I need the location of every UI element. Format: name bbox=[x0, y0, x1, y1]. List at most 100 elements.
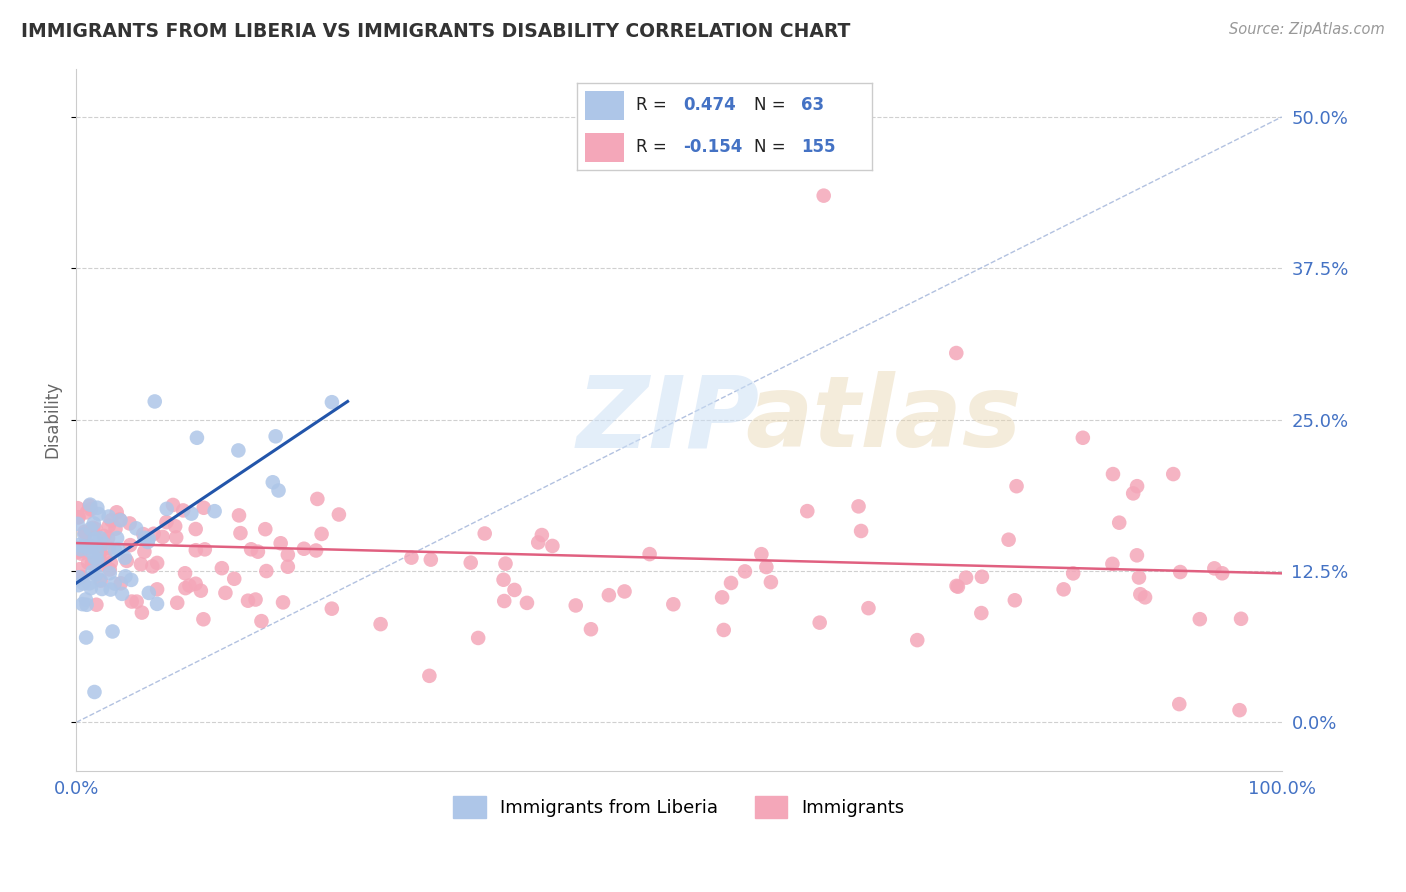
Point bbox=[662, 597, 685, 611]
Point bbox=[250, 614, 273, 628]
Point bbox=[321, 601, 343, 615]
Point bbox=[1129, 587, 1152, 601]
Point bbox=[66, 541, 89, 556]
Point bbox=[1102, 467, 1125, 481]
Point bbox=[115, 554, 138, 568]
Point bbox=[89, 573, 111, 587]
Point bbox=[120, 573, 142, 587]
Point bbox=[813, 188, 835, 202]
Point bbox=[146, 556, 169, 570]
Point bbox=[211, 561, 233, 575]
Point bbox=[100, 513, 122, 527]
Point bbox=[271, 595, 294, 609]
Point bbox=[236, 593, 259, 607]
Point bbox=[245, 592, 267, 607]
Point bbox=[83, 516, 105, 531]
Point bbox=[91, 582, 114, 596]
Point bbox=[193, 612, 215, 626]
Point bbox=[80, 502, 103, 516]
Point bbox=[945, 579, 967, 593]
Point bbox=[579, 622, 602, 636]
Point bbox=[1168, 565, 1191, 579]
Point bbox=[796, 504, 818, 518]
Point bbox=[94, 551, 117, 566]
Point bbox=[997, 533, 1019, 547]
Point bbox=[541, 539, 564, 553]
Point bbox=[80, 556, 103, 570]
Point bbox=[98, 562, 121, 576]
Point bbox=[132, 527, 155, 541]
Point bbox=[69, 562, 91, 576]
Point bbox=[90, 574, 112, 588]
Point bbox=[79, 576, 101, 591]
Point bbox=[142, 526, 165, 541]
Point bbox=[946, 580, 969, 594]
Point bbox=[152, 530, 174, 544]
Point bbox=[180, 507, 202, 521]
Point bbox=[134, 544, 156, 558]
Point bbox=[174, 581, 197, 595]
Point bbox=[713, 623, 735, 637]
Point bbox=[73, 527, 96, 541]
Point bbox=[84, 567, 107, 582]
Point bbox=[110, 513, 132, 527]
Point bbox=[292, 541, 315, 556]
Point bbox=[530, 528, 553, 542]
Y-axis label: Disability: Disability bbox=[44, 381, 60, 458]
Point bbox=[162, 498, 184, 512]
Point bbox=[254, 522, 277, 536]
Legend: Immigrants from Liberia, Immigrants: Immigrants from Liberia, Immigrants bbox=[446, 789, 912, 825]
Point bbox=[114, 550, 136, 565]
Point bbox=[105, 531, 128, 545]
Point bbox=[69, 542, 91, 557]
Point bbox=[179, 578, 201, 592]
Point bbox=[67, 570, 90, 584]
Point bbox=[97, 509, 120, 524]
Point bbox=[418, 669, 440, 683]
Point bbox=[214, 586, 236, 600]
Point bbox=[83, 534, 105, 549]
Point bbox=[240, 542, 263, 557]
Point bbox=[474, 526, 496, 541]
Point bbox=[1211, 566, 1233, 581]
Point bbox=[516, 596, 538, 610]
Point bbox=[246, 544, 269, 558]
Point bbox=[138, 586, 160, 600]
Point bbox=[66, 501, 89, 516]
Point bbox=[1229, 703, 1251, 717]
Point bbox=[613, 584, 636, 599]
Point bbox=[492, 573, 515, 587]
Point bbox=[401, 550, 423, 565]
Point bbox=[1128, 570, 1150, 584]
Point bbox=[419, 552, 441, 566]
Point bbox=[125, 521, 148, 535]
Point bbox=[1108, 516, 1130, 530]
Point bbox=[262, 475, 284, 490]
Point bbox=[638, 547, 661, 561]
Point bbox=[86, 552, 108, 566]
Point bbox=[495, 557, 517, 571]
Point bbox=[254, 564, 277, 578]
Text: ZIP: ZIP bbox=[576, 371, 759, 468]
Point bbox=[97, 541, 120, 555]
Point bbox=[89, 540, 111, 554]
Point bbox=[104, 576, 127, 591]
Point bbox=[83, 685, 105, 699]
Point bbox=[1126, 549, 1149, 563]
Point bbox=[755, 560, 778, 574]
Point bbox=[104, 522, 127, 536]
Point bbox=[1188, 612, 1211, 626]
Point bbox=[101, 624, 124, 639]
Point bbox=[307, 491, 329, 506]
Point bbox=[224, 572, 246, 586]
Text: atlas: atlas bbox=[745, 371, 1022, 468]
Point bbox=[77, 556, 100, 570]
Point bbox=[808, 615, 831, 630]
Point bbox=[970, 606, 993, 620]
Point bbox=[75, 631, 97, 645]
Point bbox=[79, 498, 101, 512]
Point bbox=[67, 578, 90, 592]
Point bbox=[146, 597, 169, 611]
Point bbox=[86, 500, 108, 515]
Point bbox=[121, 594, 143, 608]
